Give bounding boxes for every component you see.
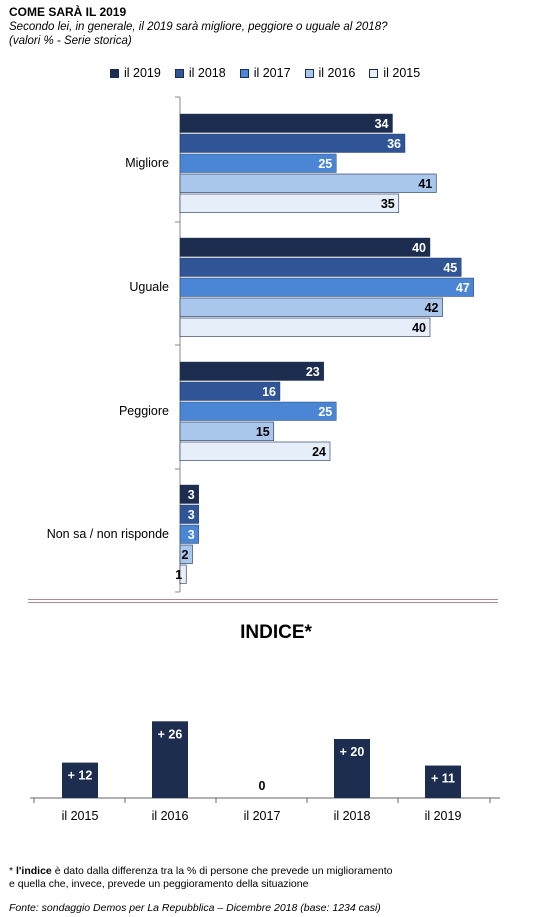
bar: [179, 133, 406, 153]
bar: [179, 113, 393, 133]
bar: [179, 381, 281, 401]
category-label: Non sa / non risponde: [47, 527, 169, 541]
legend-label: il 2015: [383, 66, 421, 80]
bar: [179, 361, 324, 381]
bar-value-label: 40: [412, 241, 426, 255]
legend-item: il 2015: [369, 66, 420, 80]
indice-value-label: + 12: [68, 769, 93, 783]
indice-bar: [425, 765, 461, 798]
indice-value-label: + 11: [431, 772, 455, 786]
bar-value-label: 25: [318, 405, 332, 419]
bar: [179, 193, 400, 213]
legend-swatch: [239, 68, 249, 78]
bar-value-label: 47: [456, 281, 470, 295]
subtitle-question: Secondo lei, in generale, il 2019 sarà m…: [9, 21, 388, 33]
bar: [179, 504, 199, 524]
source-note: Fonte: sondaggio Demos per La Repubblica…: [9, 902, 381, 914]
bar-value-label: 40: [412, 321, 426, 335]
legend-item: il 2016: [304, 66, 356, 80]
bar: [179, 564, 187, 584]
bar: [179, 173, 437, 193]
indice-value-label: + 20: [340, 745, 365, 759]
indice-category-label: il 2015: [62, 809, 99, 823]
footnote-line1: è dato dalla differenza tra la % di pers…: [51, 865, 393, 877]
legend-label: il 2019: [124, 66, 161, 80]
footnote-prefix: *: [9, 865, 17, 877]
bar: [179, 317, 431, 337]
category-label: Migliore: [125, 156, 169, 170]
chart-title: COME SARÀ IL 2019: [9, 5, 127, 19]
bar-value-label: 2: [182, 548, 189, 562]
bar-value-label: 36: [387, 137, 401, 151]
bar: [179, 237, 431, 257]
legend-swatch: [174, 68, 184, 78]
legend-item: il 2017: [239, 66, 291, 80]
bar: [179, 421, 275, 441]
indice-bar-chart: + 12 il 2015 + 26 il 2016 0 il 2017 + 20 il 201…: [30, 721, 500, 823]
indice-category-label: il 2019: [425, 809, 462, 823]
bar: [179, 544, 193, 564]
bar: [179, 297, 443, 317]
bar: [179, 524, 199, 544]
legend-label: il 2016: [318, 66, 356, 80]
indice-value-label: + 26: [158, 727, 183, 741]
indice-bar: [62, 762, 98, 798]
footnote-line2: e quella che, invece, prevede un peggior…: [9, 878, 309, 890]
bar-value-label: 15: [256, 425, 270, 439]
indice-value-label: 0: [259, 779, 266, 793]
bar: [179, 257, 462, 277]
bar: [179, 401, 337, 421]
legend: il 2019 il 2018 il 2017 il 2016 il 2015: [110, 66, 420, 80]
legend-swatch: [110, 68, 119, 78]
bar-value-label: 3: [188, 508, 195, 522]
bar-value-label: 1: [175, 568, 182, 582]
bar: [179, 153, 337, 173]
legend-swatch: [304, 68, 314, 78]
bar-value-label: 23: [306, 365, 320, 379]
legend-swatch: [369, 68, 379, 78]
bar: [179, 484, 199, 504]
category-label: Peggiore: [119, 404, 169, 418]
bar-value-label: 45: [443, 261, 457, 275]
footnote: * l'indice è dato dalla differenza tra l…: [9, 865, 529, 891]
legend-label: il 2018: [188, 66, 226, 80]
legend-item: il 2018: [174, 66, 226, 80]
category-label: Uguale: [129, 280, 169, 294]
indice-category-label: il 2017: [244, 809, 281, 823]
indice-title: INDICE*: [240, 622, 312, 643]
bar-value-label: 41: [418, 177, 432, 191]
bar-value-label: 42: [425, 301, 439, 315]
indice-bar: [152, 721, 188, 798]
footnote-bold: l'indice: [16, 865, 52, 877]
bar-value-label: 35: [381, 197, 395, 211]
legend-item: il 2019: [110, 66, 161, 80]
bar: [179, 441, 331, 461]
horizontal-bar-chart: Migliore 34 36 25 41 35 Uguale 40 45 47 42 40 Peggio…: [47, 96, 474, 593]
subtitle-note: (valori % - Serie storica): [9, 35, 132, 47]
separator-line: [28, 602, 498, 603]
bar-value-label: 16: [262, 385, 276, 399]
indice-category-label: il 2018: [334, 809, 371, 823]
bar-value-label: 25: [318, 157, 332, 171]
bar-value-label: 34: [375, 117, 389, 131]
bar-value-label: 24: [312, 445, 326, 459]
indice-bar: [334, 739, 370, 798]
chart-subtitle: Secondo lei, in generale, il 2019 sarà m…: [9, 20, 529, 48]
bar-value-label: 3: [188, 528, 195, 542]
separator-line: [28, 599, 498, 600]
bar: [179, 277, 474, 297]
bar-value-label: 3: [188, 488, 195, 502]
indice-category-label: il 2016: [152, 809, 189, 823]
legend-label: il 2017: [253, 66, 291, 80]
